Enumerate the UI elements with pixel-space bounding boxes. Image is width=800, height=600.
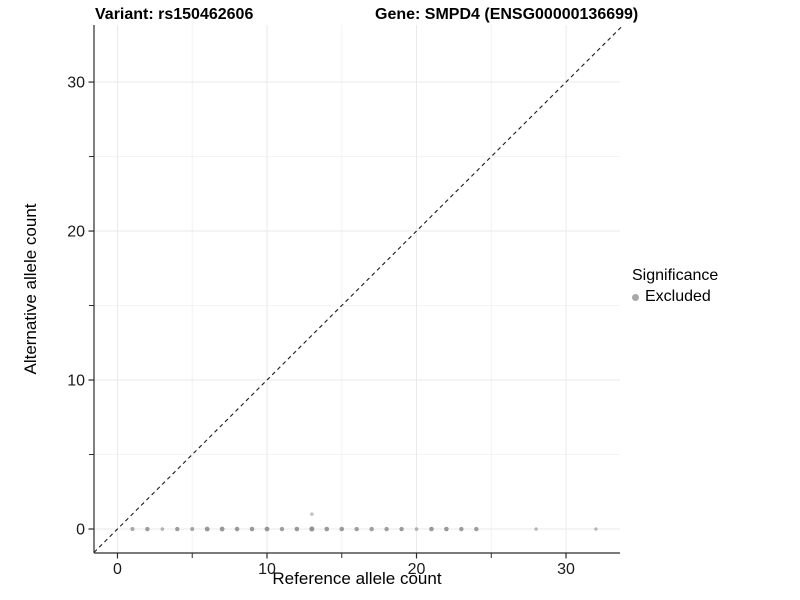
data-point [399, 526, 404, 532]
legend-title: Significance [632, 267, 719, 284]
y-tick-label: 0 [76, 522, 85, 539]
data-point [474, 526, 479, 532]
data-point [175, 526, 180, 532]
x-tick-label: 30 [557, 561, 575, 578]
data-point [264, 526, 270, 532]
x-axis-title: Reference allele count [272, 569, 442, 588]
data-point [190, 527, 195, 532]
x-tick-label: 0 [113, 561, 122, 578]
data-point [339, 526, 345, 532]
data-point [145, 526, 150, 532]
data-point [384, 526, 389, 532]
data-point [309, 526, 315, 532]
data-point [459, 526, 464, 532]
data-point [130, 527, 135, 532]
x-tick-label: 10 [258, 561, 276, 578]
data-point [594, 527, 598, 531]
legend-item-excluded: Excluded [632, 288, 718, 306]
data-point [234, 526, 240, 532]
legend-point-icon [632, 293, 639, 301]
data-point [354, 526, 359, 532]
data-point [369, 526, 374, 532]
gene-title: Gene: SMPD4 (ENSG00000136699) [375, 6, 639, 23]
data-point [279, 526, 285, 532]
legend: Significance Excluded [632, 267, 718, 306]
data-point [204, 526, 210, 532]
data-point [294, 526, 300, 532]
data-point [219, 526, 225, 532]
data-point [310, 512, 314, 516]
legend-item-label: Excluded [645, 288, 711, 305]
data-point [324, 526, 330, 532]
data-point [160, 527, 165, 531]
variant-title: Variant: rs150462606 [95, 6, 254, 23]
data-point [429, 526, 434, 532]
x-tick-label: 20 [408, 561, 426, 578]
data-point [534, 527, 538, 531]
data-point [249, 526, 255, 532]
y-tick-label: 20 [67, 224, 85, 241]
y-tick-label: 10 [67, 373, 85, 390]
data-point [414, 527, 419, 531]
y-tick-label: 30 [67, 75, 85, 92]
data-point [444, 526, 449, 532]
y-axis-title: Alternative allele count [21, 203, 40, 375]
identity-dashed-line [93, 26, 622, 553]
